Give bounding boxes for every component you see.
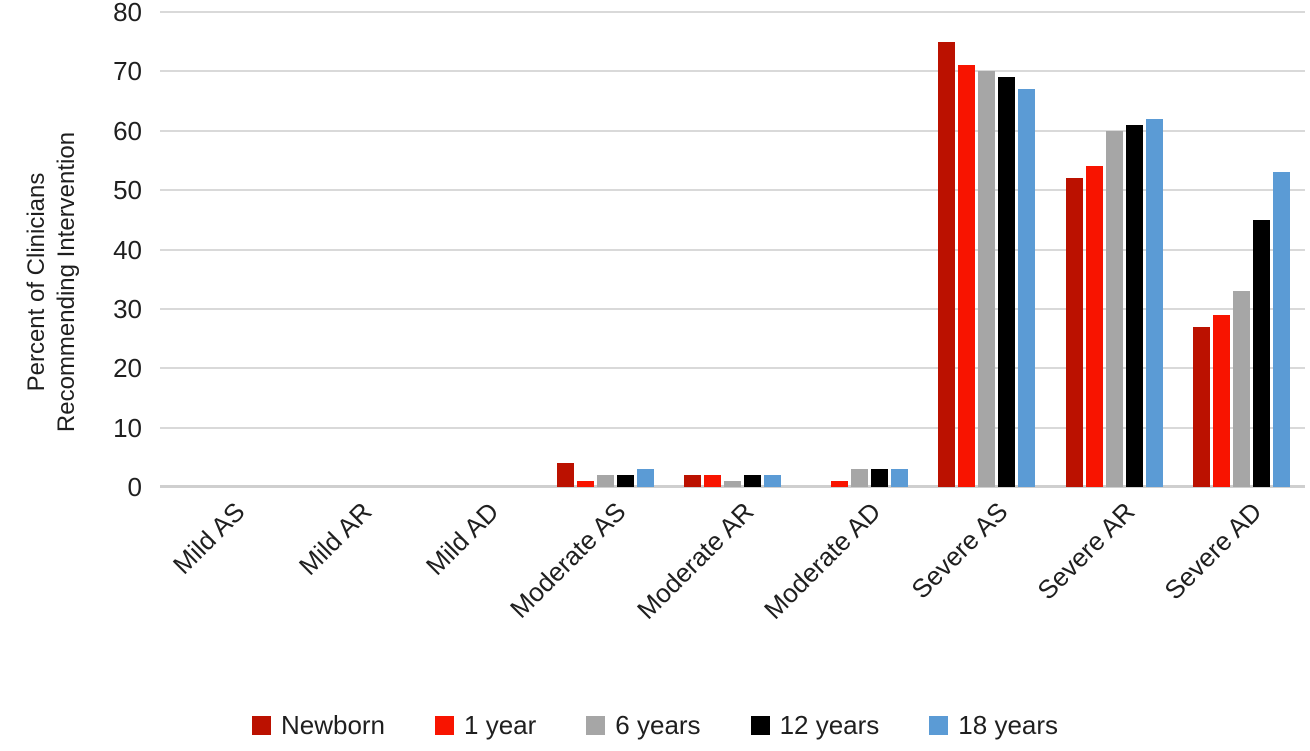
- bar-1-year-moderate-ar: [704, 475, 721, 487]
- gridline-30: [160, 307, 1305, 310]
- legend-item-1-year: 1 year: [435, 712, 536, 738]
- bar-6-years-moderate-ar: [724, 481, 741, 487]
- y-tick-label-0: 0: [127, 472, 142, 502]
- y-tick-label-10: 10: [113, 412, 142, 443]
- gridline-80: [160, 11, 1305, 13]
- y-tick-label-20: 20: [113, 353, 142, 384]
- bar-6-years-severe-as: [978, 71, 996, 487]
- x-category-label-moderate-ad: Moderate AD: [757, 496, 887, 625]
- legend-swatch-12-years: [750, 715, 770, 735]
- legend-label-1-year: 1 year: [464, 710, 537, 740]
- bar-newborn-severe-ar: [1065, 178, 1083, 487]
- x-category-label-moderate-as: Moderate AS: [504, 496, 632, 624]
- x-category-label-severe-ar: Severe AR: [1031, 496, 1141, 606]
- legend-swatch-18-years: [929, 715, 949, 735]
- bar-newborn-severe-ad: [1192, 326, 1210, 487]
- bar-newborn-moderate-ar: [684, 475, 701, 487]
- bar-12-years-moderate-ar: [744, 475, 761, 487]
- gridline-20: [160, 367, 1305, 370]
- bar-18-years-moderate-ad: [891, 469, 909, 487]
- bar-12-years-severe-ar: [1125, 124, 1143, 487]
- bar-18-years-severe-as: [1018, 89, 1036, 487]
- y-tick-label-80: 80: [113, 0, 142, 27]
- y-tick-label-40: 40: [113, 234, 142, 265]
- bar-newborn-moderate-as: [556, 463, 574, 487]
- bar-1-year-severe-ar: [1085, 166, 1103, 487]
- bar-18-years-moderate-ar: [764, 475, 781, 487]
- bar-18-years-severe-ad: [1272, 172, 1290, 487]
- y-axis-tick-labels: 0 10 20 30 40 50 60 70 80: [0, 0, 142, 500]
- bar-1-year-severe-ad: [1212, 314, 1230, 487]
- legend-item-12-years: 12 years: [750, 710, 880, 740]
- bar-12-years-severe-as: [998, 77, 1016, 487]
- gridline-60: [160, 129, 1305, 132]
- bar-1-year-severe-as: [958, 65, 976, 487]
- bar-1-year-moderate-as: [576, 481, 594, 487]
- gridline-70: [160, 70, 1305, 73]
- bar-12-years-severe-ad: [1252, 219, 1270, 487]
- legend-swatch-6-years: [586, 715, 606, 735]
- x-category-label-mild-as: Mild AS: [166, 496, 251, 580]
- y-tick-label-70: 70: [113, 56, 142, 87]
- gridline-10: [160, 426, 1305, 429]
- bar-12-years-moderate-ad: [871, 469, 889, 487]
- legend-item-18-years: 18 years: [929, 712, 1058, 738]
- legend-item-6-years: 6 years: [586, 710, 701, 740]
- legend-label-6-years: 6 years: [615, 710, 701, 740]
- gridline-40: [160, 248, 1305, 251]
- legend-swatch-newborn: [251, 715, 271, 735]
- bar-18-years-severe-ar: [1145, 118, 1163, 487]
- legend-item-newborn: Newborn: [251, 710, 386, 740]
- gridline-50: [160, 189, 1305, 192]
- bar-6-years-severe-ar: [1105, 130, 1123, 487]
- x-category-label-severe-as: Severe AS: [905, 496, 1014, 605]
- bar-18-years-moderate-as: [636, 469, 654, 487]
- x-category-label-mild-ar: Mild AR: [292, 496, 378, 581]
- y-tick-label-50: 50: [113, 175, 142, 206]
- x-category-label-severe-ad: Severe AD: [1158, 496, 1268, 606]
- x-category-label-mild-ad: Mild AD: [419, 496, 505, 581]
- legend-label-12-years: 12 years: [779, 710, 880, 740]
- legend-label-18-years: 18 years: [958, 710, 1059, 740]
- y-tick-label-60: 60: [113, 115, 142, 146]
- plot-area: [160, 11, 1305, 488]
- bar-1-year-moderate-ad: [831, 481, 849, 487]
- x-axis-category-labels: Mild AS Mild AR Mild AD Moderate AS Moderate…: [160, 496, 1305, 667]
- legend-swatch-1-year: [435, 715, 455, 735]
- bar-6-years-moderate-as: [596, 475, 614, 487]
- bar-6-years-moderate-ad: [851, 469, 869, 487]
- x-category-label-moderate-ar: Moderate AR: [630, 496, 760, 625]
- y-tick-label-30: 30: [113, 293, 142, 324]
- legend-label-newborn: Newborn: [280, 710, 386, 740]
- bar-6-years-severe-ad: [1232, 291, 1250, 487]
- bar-12-years-moderate-as: [616, 475, 634, 487]
- legend: Newborn 1 year 6 years 12 years 18 years: [0, 712, 1310, 738]
- bar-newborn-severe-as: [938, 41, 956, 487]
